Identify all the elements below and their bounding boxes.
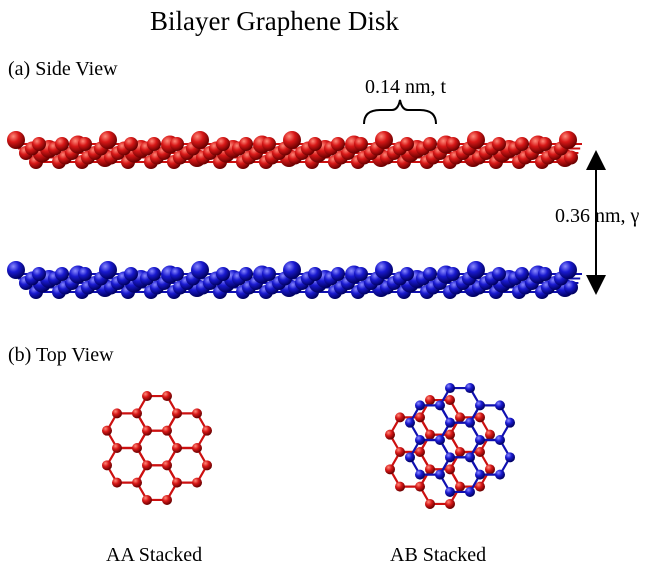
top-view-label: (b) Top View — [8, 344, 114, 366]
bond-length-label: 0.14 nm, t — [365, 76, 447, 98]
bond-length-brace — [363, 99, 437, 125]
interlayer-distance-label: 0.36 nm, γ — [555, 205, 640, 227]
ab-stacked-lattice — [385, 383, 515, 509]
aa-stacked-lattice — [102, 391, 212, 505]
side-view-label: (a) Side View — [8, 58, 118, 80]
top-graphene-layer-side — [7, 131, 582, 169]
aa-stacked-caption: AA Stacked — [106, 544, 203, 566]
figure-title: Bilayer Graphene Disk — [150, 6, 399, 36]
ab-stacked-caption: AB Stacked — [390, 544, 487, 566]
bottom-graphene-layer-side — [7, 261, 582, 299]
